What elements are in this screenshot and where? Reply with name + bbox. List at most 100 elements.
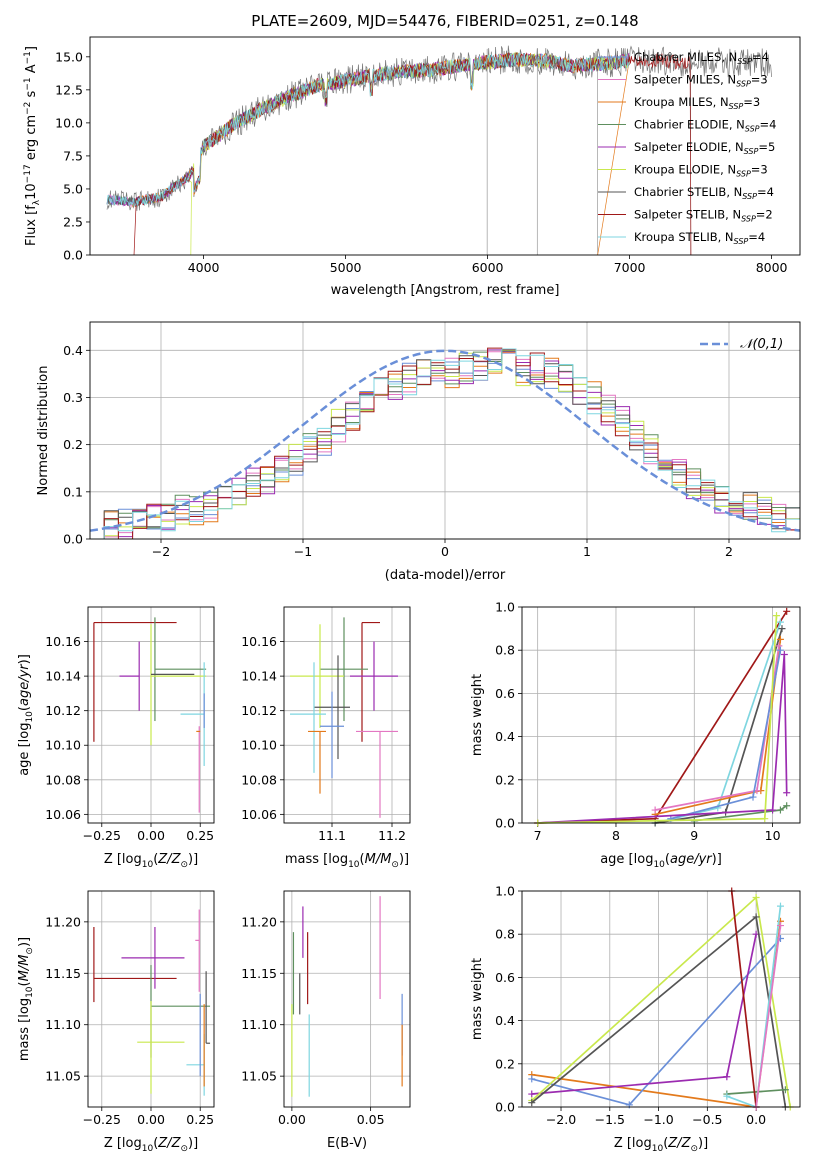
ageM-ytick-label: 10.06	[241, 807, 277, 822]
mwAge-ytick-label: 0.2	[495, 772, 515, 787]
legend-label: Kroupa MILES, NSSP=3	[634, 95, 760, 111]
massE-xtick-label: 0.05	[357, 1112, 385, 1127]
hist-ytick-label: 0.4	[63, 343, 83, 358]
ageM-xtick-label: 11.1	[318, 828, 346, 843]
legend-label: Kroupa STELIB, NSSP=4	[634, 230, 765, 246]
mass-weight-marker	[776, 922, 784, 930]
ageZ-xtick-label: −0.25	[83, 828, 121, 843]
legend-label: Chabrier ELODIE, NSSP=4	[634, 118, 776, 134]
massZ-ytick-label: 11.10	[45, 1017, 81, 1032]
model-spectrum-line	[106, 52, 630, 206]
ageZ-ytick-label: 10.12	[45, 703, 81, 718]
mass-weight-line	[730, 890, 757, 1108]
model-spectrum-line	[133, 51, 692, 255]
legend-label: Chabrier MILES, NSSP=4	[634, 50, 769, 66]
mwAge-frame	[521, 606, 801, 824]
hist-ytick-label: 0.2	[63, 437, 83, 452]
legend-label: Salpeter MILES, NSSP=3	[634, 73, 768, 89]
hist-frame	[89, 321, 801, 540]
mass-weight-marker	[783, 789, 791, 797]
hist-ytick-label: 0.1	[63, 484, 83, 499]
ageZ-xlabel: Z [log10(Z/Z⊙)]	[104, 852, 198, 870]
ageZ-ylabel: age [log10(age/yr)]	[17, 654, 35, 776]
ageZ-ytick-label: 10.14	[45, 669, 81, 684]
ageZ-ytick-label: 10.10	[45, 738, 81, 753]
mass-weight-line	[537, 615, 778, 824]
mwAge-xtick-label: 9	[690, 828, 698, 843]
spec-ytick-label: 12.5	[55, 82, 83, 97]
mass-weight-marker	[752, 913, 760, 921]
hist-ytick-label: 0.3	[63, 390, 83, 405]
spectrum-ylabel: Flux [fλ10−17 erg cm−2 s−1 A−1]	[23, 46, 42, 246]
mass-weight-line	[670, 650, 782, 820]
ageM-ytick-label: 10.10	[241, 738, 277, 753]
mass-weight-line	[755, 925, 782, 1108]
hist-xtick-label: 2	[725, 544, 733, 559]
mass-weight-marker	[651, 806, 659, 814]
mass-weight-marker	[528, 1099, 536, 1107]
spec-ytick-label: 5.0	[63, 181, 83, 196]
hist-xtick-label: −2	[152, 544, 170, 559]
hist-ytick-label: 0.0	[63, 532, 83, 547]
mass-weight-line	[531, 921, 782, 1108]
mwZ-ytick-label: 0.8	[495, 927, 515, 942]
massZ-xtick-label: 0.00	[137, 1112, 165, 1127]
mass-weight-line	[726, 905, 782, 1109]
mass-weight-marker	[528, 1075, 536, 1083]
mass-weight-line	[654, 628, 783, 824]
legend-label: Kroupa ELODIE, NSSP=3	[634, 163, 768, 179]
mwZ-ytick-label: 1.0	[495, 884, 515, 899]
mass-weight-line	[654, 645, 780, 811]
legend-gaussian-label: 𝒩(0,1)	[740, 337, 783, 352]
massZ-ytick-label: 11.20	[45, 914, 81, 929]
ageZ-ytick-label: 10.16	[45, 634, 81, 649]
mwZ-frame	[521, 890, 801, 1108]
massE-ytick-label: 11.05	[241, 1069, 277, 1084]
mass-weight-marker	[783, 802, 791, 810]
histogram-step-line	[90, 347, 800, 539]
spectrum-xlabel: wavelength [Angstrom, rest frame]	[331, 283, 560, 298]
spec-ytick-label: 0.0	[63, 248, 83, 263]
ageM-ytick-label: 10.16	[241, 634, 277, 649]
mass-weight-marker	[761, 815, 769, 823]
mass-weight-marker	[778, 625, 786, 633]
massZ-xtick-label: 0.25	[186, 1112, 214, 1127]
massE-ytick-label: 11.10	[241, 1017, 277, 1032]
ageM-ytick-label: 10.14	[241, 669, 277, 684]
ageM-ytick-label: 10.08	[241, 772, 277, 787]
ageM-xtick-label: 11.2	[378, 828, 406, 843]
spec-xtick-label: 6000	[472, 260, 504, 275]
mass-weight-marker	[776, 635, 784, 643]
gaussian-curve	[89, 349, 801, 532]
mwZ-ytick-label: 0.2	[495, 1056, 515, 1071]
mwAge-xlabel: age [log10(age/yr)]	[600, 852, 722, 870]
ageM-ytick-label: 10.12	[241, 703, 277, 718]
massE-frame	[283, 890, 411, 1108]
mwZ-xlabel: Z [log10(Z/Z⊙)]	[614, 1136, 708, 1154]
legend-label: Salpeter STELIB, NSSP=2	[634, 208, 773, 224]
spec-ytick-label: 2.5	[63, 214, 83, 229]
ageZ-xtick-label: 0.00	[137, 828, 165, 843]
mass-weight-marker	[723, 1073, 731, 1081]
spec-xtick-label: 5000	[330, 260, 362, 275]
hist-xlabel: (data-model)/error	[385, 568, 506, 583]
mwAge-ytick-label: 0.0	[495, 816, 515, 831]
mass-weight-marker	[781, 1086, 789, 1094]
spec-frame	[89, 36, 801, 256]
mass-weight-marker	[776, 806, 784, 814]
mass-weight-marker	[749, 793, 757, 801]
mwAge-xtick-label: 7	[534, 828, 542, 843]
mwAge-ylabel: mass weight	[470, 674, 485, 756]
mwZ-ytick-label: 0.6	[495, 970, 515, 985]
spec-ytick-label: 15.0	[55, 49, 83, 64]
massZ-ytick-label: 11.05	[45, 1069, 81, 1084]
histogram-step-line	[90, 348, 800, 539]
legend-label: Chabrier STELIB, NSSP=4	[634, 185, 774, 201]
model-spectrum-line	[132, 52, 630, 255]
ageM-xlabel: mass [log10(M/M⊙)]	[285, 852, 409, 870]
mass-weight-marker	[776, 902, 784, 910]
mass-weight-marker	[783, 607, 791, 615]
mwAge-ytick-label: 0.8	[495, 643, 515, 658]
legend-label: Salpeter ELODIE, NSSP=5	[634, 140, 775, 156]
